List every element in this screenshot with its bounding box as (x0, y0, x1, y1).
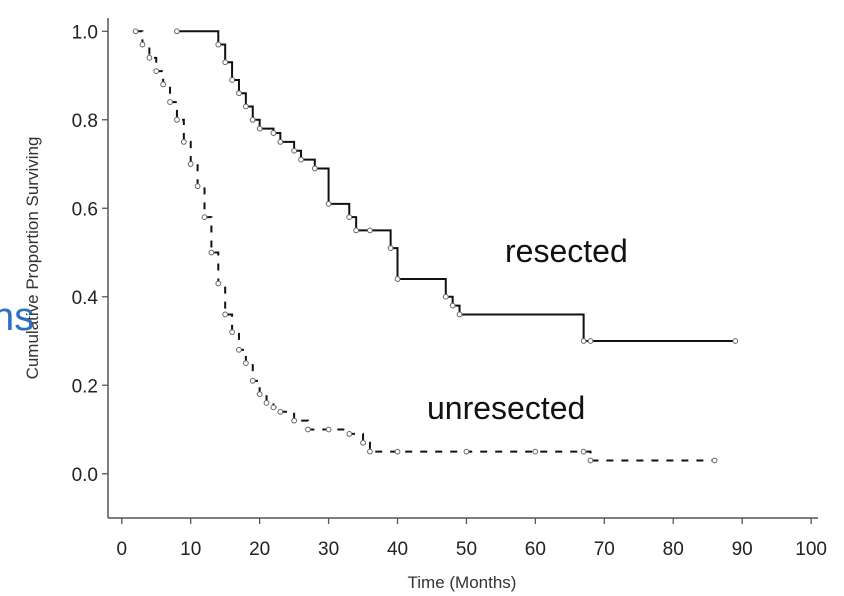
x-tick-label: 0 (116, 539, 127, 560)
point-unresected (291, 417, 298, 424)
x-tick-label: 80 (663, 539, 684, 560)
x-tick-label: 100 (795, 539, 827, 560)
point-resected (215, 41, 222, 48)
point-unresected (580, 448, 587, 455)
point-resected (442, 293, 449, 300)
point-unresected (463, 448, 470, 455)
x-tick-label: 10 (180, 539, 201, 560)
point-unresected (367, 448, 373, 455)
point-unresected (139, 41, 146, 48)
point-unresected (346, 431, 353, 437)
series-line-unresected (135, 30, 715, 462)
x-tick-label: 30 (318, 539, 339, 560)
point-resected (242, 103, 249, 110)
point-unresected (146, 54, 153, 61)
point-unresected (249, 377, 256, 384)
point-resected (256, 125, 263, 132)
axes: 0.0 0.2 0.4 0.6 0.8 1.0 0 10 20 30 40 50 60 70 80 90 100 (72, 18, 827, 560)
y-tick-label: 1.0 (72, 22, 98, 43)
point-resected (353, 227, 360, 234)
point-unresected (711, 457, 718, 464)
x-tick-label: 60 (525, 539, 546, 560)
point-resected (449, 302, 456, 309)
point-unresected (180, 138, 187, 145)
point-unresected (215, 280, 222, 287)
cropped-slide-text: ns (0, 295, 34, 339)
point-resected (456, 311, 463, 318)
x-tick-label: 50 (456, 539, 477, 560)
resected-label: resected (505, 233, 628, 269)
point-resected (236, 90, 242, 97)
point-resected (367, 227, 373, 234)
y-axis-title: Cumulative Proportion Surviving (23, 137, 42, 380)
series-layer (132, 28, 739, 464)
point-unresected (587, 457, 594, 464)
point-unresected (360, 439, 366, 446)
point-unresected (394, 448, 401, 455)
point-unresected (167, 99, 173, 105)
point-resected (394, 276, 401, 282)
y-tick-label: 0.6 (72, 199, 98, 220)
point-unresected (325, 426, 332, 433)
y-tick-label: 0.4 (72, 288, 99, 309)
point-unresected (229, 329, 235, 336)
point-resected (732, 338, 739, 344)
x-tick-label: 40 (387, 539, 408, 560)
x-tick-label: 90 (732, 539, 753, 560)
point-unresected (277, 408, 284, 415)
point-resected (587, 338, 594, 344)
point-unresected (305, 426, 311, 433)
point-resected (291, 147, 298, 154)
y-tick-label: 0.0 (72, 465, 98, 486)
unresected-label: unresected (427, 390, 585, 426)
point-resected (346, 214, 353, 221)
point-unresected (208, 249, 215, 256)
point-resected (270, 130, 277, 136)
point-unresected (201, 214, 208, 221)
point-unresected (222, 311, 229, 318)
y-tick-label: 0.2 (72, 376, 98, 397)
point-unresected (242, 360, 249, 367)
point-unresected (153, 68, 160, 74)
point-resected (325, 200, 332, 207)
point-unresected (263, 400, 270, 406)
x-tick-label: 70 (594, 539, 615, 560)
point-resected (174, 28, 180, 35)
point-unresected (187, 161, 194, 167)
point-unresected (236, 346, 242, 353)
point-resected (298, 156, 304, 163)
point-resected (311, 165, 318, 172)
point-unresected (270, 404, 277, 411)
x-tick-label: 20 (249, 539, 270, 560)
point-resected (277, 138, 284, 145)
point-resected (229, 77, 235, 83)
point-unresected (532, 448, 539, 455)
point-resected (249, 116, 256, 123)
point-unresected (174, 116, 180, 123)
point-resected (580, 338, 587, 344)
series-line-resected (176, 30, 736, 343)
x-axis-title: Time (Months) (408, 573, 517, 592)
point-unresected (160, 81, 167, 88)
point-resected (387, 245, 394, 251)
point-unresected (132, 28, 139, 35)
point-unresected (194, 183, 201, 190)
point-unresected (256, 391, 263, 398)
y-tick-label: 0.8 (72, 111, 98, 132)
point-resected (222, 59, 229, 66)
